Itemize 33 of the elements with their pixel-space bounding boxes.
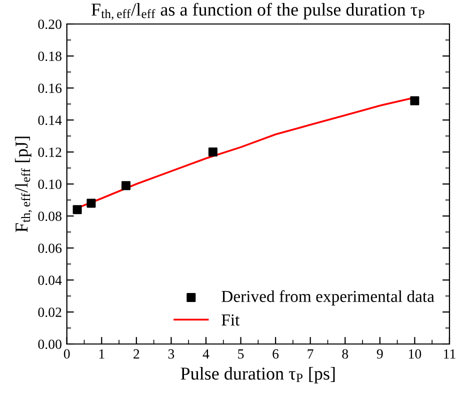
point [208, 148, 218, 156]
x-tick-label: 11 [444, 349, 456, 358]
y-axis-title: F$_{th,eff}$/l$_{eff}$ [pJ] [14, 136, 32, 232]
y-tick-label: 0.18 [38, 52, 62, 62]
point [72, 205, 82, 214]
x-tick-label: 6 [272, 349, 279, 359]
x-axis-title: Pulse duration τ$_{P}$ [ps] [180, 367, 335, 384]
y-tick-label: 0.20 [38, 20, 62, 30]
y-tick-label: 0.16 [38, 84, 62, 94]
y-tick-label: 0.08 [38, 212, 62, 222]
y-tick-label: 0.14 [38, 116, 62, 126]
y-tick-label: 0.02 [38, 308, 62, 318]
legend-label: Fit [222, 314, 240, 326]
x-tick-label: 1 [99, 349, 104, 358]
chart-title: F$_{th,eff}$/l$_{eff}$ as a function of the pulse duration τ$_{P}$ [91, 2, 424, 20]
y-tick-label: 0.00 [38, 340, 62, 350]
x-tick-label: 10 [408, 349, 422, 359]
y-tick-label: 0.06 [38, 244, 62, 254]
x-tick-label: 9 [376, 349, 383, 359]
y-tick-label: 0.10 [38, 180, 62, 190]
x-tick-label: 7 [308, 349, 314, 358]
x-tick-label: 5 [238, 349, 244, 359]
legend-label: Derived from experimental data [222, 290, 434, 306]
point [410, 96, 420, 106]
y-tick-label: 0.12 [38, 148, 62, 158]
point [86, 198, 96, 208]
x-tick-label: 0 [64, 349, 70, 359]
x-tick-label: 3 [168, 349, 174, 359]
x-tick-label: 2 [134, 349, 140, 358]
x-tick-label: 4 [202, 349, 210, 358]
point [121, 181, 130, 190]
x-tick-label: 8 [342, 349, 348, 359]
y-tick-label: 0.04 [38, 276, 62, 286]
